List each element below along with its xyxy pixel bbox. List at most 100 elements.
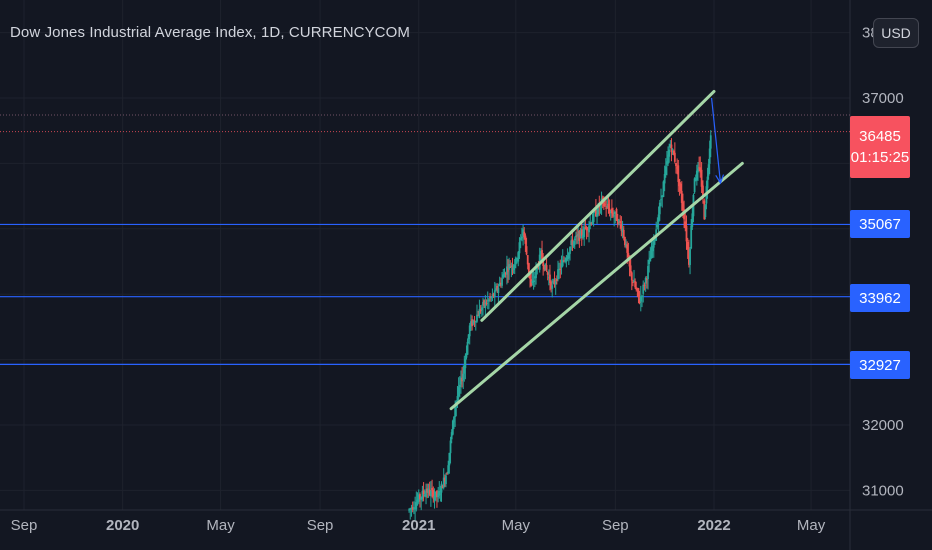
candle-body	[582, 234, 584, 239]
level-tag-32927: 32927	[850, 351, 910, 379]
candle-body	[546, 272, 549, 275]
candle-body	[409, 508, 412, 510]
candle-body	[460, 377, 462, 385]
candle-body	[480, 307, 483, 310]
candle-body	[592, 212, 595, 223]
candle-body	[662, 181, 665, 197]
candle-body	[643, 284, 646, 286]
candle-body	[565, 258, 568, 262]
candle-body	[677, 165, 680, 182]
candle-body	[697, 168, 699, 173]
candle-body	[490, 297, 493, 299]
candle-body	[612, 212, 614, 216]
candle-body	[676, 167, 679, 169]
candle-body	[545, 265, 548, 271]
candle-body	[425, 491, 427, 497]
candle-body	[559, 268, 562, 270]
candle-body	[651, 245, 654, 252]
candle-body	[441, 485, 444, 489]
candle-body	[616, 219, 619, 225]
candle-body	[502, 274, 505, 278]
candle-body	[569, 247, 571, 254]
candle-body	[551, 285, 554, 289]
candle-body	[632, 282, 634, 284]
candle-body	[593, 210, 596, 212]
candle-body	[577, 233, 580, 237]
candle-body	[498, 282, 501, 286]
candle-body	[671, 148, 674, 150]
candle-body	[519, 238, 522, 240]
candle-body	[675, 163, 677, 167]
candle-body	[619, 221, 622, 224]
candle-body	[585, 227, 588, 231]
x-tick-label: May	[797, 517, 826, 534]
candle-body	[451, 420, 454, 435]
candle-body	[633, 280, 635, 283]
candle-body	[471, 319, 474, 326]
candle-body	[639, 296, 642, 302]
candle-body	[563, 260, 565, 262]
candle-body	[488, 299, 490, 302]
candle-body	[489, 296, 491, 298]
candle-body	[458, 384, 461, 388]
candle-body	[485, 302, 488, 304]
candle-body	[627, 253, 630, 258]
candle-body	[682, 202, 684, 211]
candle-body	[522, 229, 524, 236]
candle-body	[422, 490, 425, 495]
candle-body	[641, 295, 643, 297]
candle-body	[668, 149, 671, 157]
candle-body	[695, 170, 698, 180]
candle-body	[414, 507, 417, 510]
candle-body	[429, 490, 432, 497]
candle-body	[411, 507, 414, 510]
candle-body	[553, 280, 556, 284]
candle-body	[704, 205, 707, 218]
candle-body	[642, 284, 645, 294]
candle-body	[590, 223, 593, 225]
candle-body	[483, 300, 486, 306]
candle-body	[426, 488, 429, 493]
candle-body	[666, 161, 668, 165]
candle-body	[555, 278, 558, 282]
candle-body	[547, 277, 550, 279]
candle-body	[439, 493, 442, 495]
candle-body	[491, 294, 494, 296]
candle-body	[622, 229, 625, 238]
candle-body	[497, 287, 500, 294]
candle-body	[686, 241, 689, 250]
candle-body	[438, 490, 441, 496]
candle-body	[628, 255, 631, 267]
candle-body	[573, 238, 576, 241]
candle-body	[667, 154, 669, 164]
candle-body	[607, 203, 610, 210]
candle-body	[629, 265, 632, 273]
currency-button[interactable]: USD	[873, 18, 919, 48]
candle-body	[549, 274, 551, 283]
candle-body	[589, 222, 592, 226]
candle-body	[597, 204, 600, 215]
y-tick-label: 32000	[862, 417, 904, 434]
candle-body	[561, 260, 564, 266]
candle-body	[630, 272, 633, 281]
candle-body	[572, 241, 575, 247]
candle-body	[434, 491, 437, 498]
candle-body	[679, 183, 682, 191]
candle-body	[517, 252, 520, 262]
candle-body	[557, 269, 559, 280]
candle-body	[416, 499, 419, 503]
level-tag-33962: 33962	[850, 284, 910, 312]
candle-body	[421, 491, 424, 499]
candle-body	[614, 211, 617, 215]
candle-body	[454, 406, 457, 417]
candle-body	[510, 265, 513, 267]
candle-body	[690, 225, 693, 249]
candle-body	[571, 239, 574, 246]
candle-body	[564, 259, 567, 262]
candle-body	[541, 250, 543, 260]
candle-body	[543, 265, 546, 270]
candle-body	[456, 396, 459, 401]
candle-body	[450, 432, 453, 440]
level-tag-35067: 35067	[850, 210, 910, 238]
